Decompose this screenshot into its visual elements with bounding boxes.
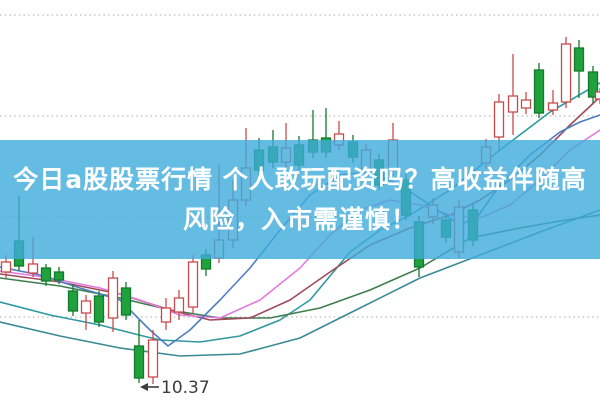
candle-down (67, 290, 79, 312)
candle-down (293, 144, 305, 166)
candle-up (227, 199, 239, 241)
candle-up (173, 297, 185, 313)
candle-down (347, 141, 359, 158)
candle-down (533, 69, 545, 114)
candle-down (467, 209, 479, 241)
candle-down (40, 267, 52, 282)
candle-up (360, 149, 372, 171)
candle-up (547, 102, 559, 111)
candle-down (267, 146, 279, 163)
candle-up (213, 239, 225, 259)
candle-up (333, 133, 345, 146)
low-annotation-arrow-head (140, 383, 148, 391)
candle-up (560, 43, 572, 103)
candle-down (133, 345, 145, 379)
candle-down (253, 149, 265, 171)
candle-up (27, 263, 39, 274)
candle-up (160, 307, 172, 323)
candle-up (493, 101, 505, 138)
candle-down (13, 240, 25, 267)
candle-up (107, 277, 119, 319)
candle-down (573, 47, 585, 72)
candle-up (520, 99, 532, 109)
candle-down (440, 219, 452, 238)
ma-teal-slow (0, 209, 600, 357)
candle-down (400, 179, 412, 216)
candle-up (187, 261, 199, 308)
candle-up (480, 146, 492, 164)
candle-up (0, 261, 12, 273)
low-annotation-price: 10.37 (161, 378, 210, 398)
candle-down (373, 159, 385, 186)
candle-up (387, 139, 399, 171)
candle-up (507, 95, 519, 113)
candle-down (120, 287, 132, 316)
candle-up (594, 91, 600, 100)
candle-up (147, 339, 159, 378)
candle-up (427, 204, 439, 218)
candle-up (453, 206, 465, 253)
candle-down (200, 254, 212, 270)
candle-up (280, 147, 292, 163)
candle-down (413, 221, 425, 268)
candle-up (80, 300, 92, 314)
candle-down (53, 271, 65, 281)
candle-down (93, 295, 105, 323)
candle-down (320, 137, 332, 153)
candle-down (307, 139, 319, 153)
candle-down (587, 71, 599, 98)
candle-up (240, 167, 252, 201)
